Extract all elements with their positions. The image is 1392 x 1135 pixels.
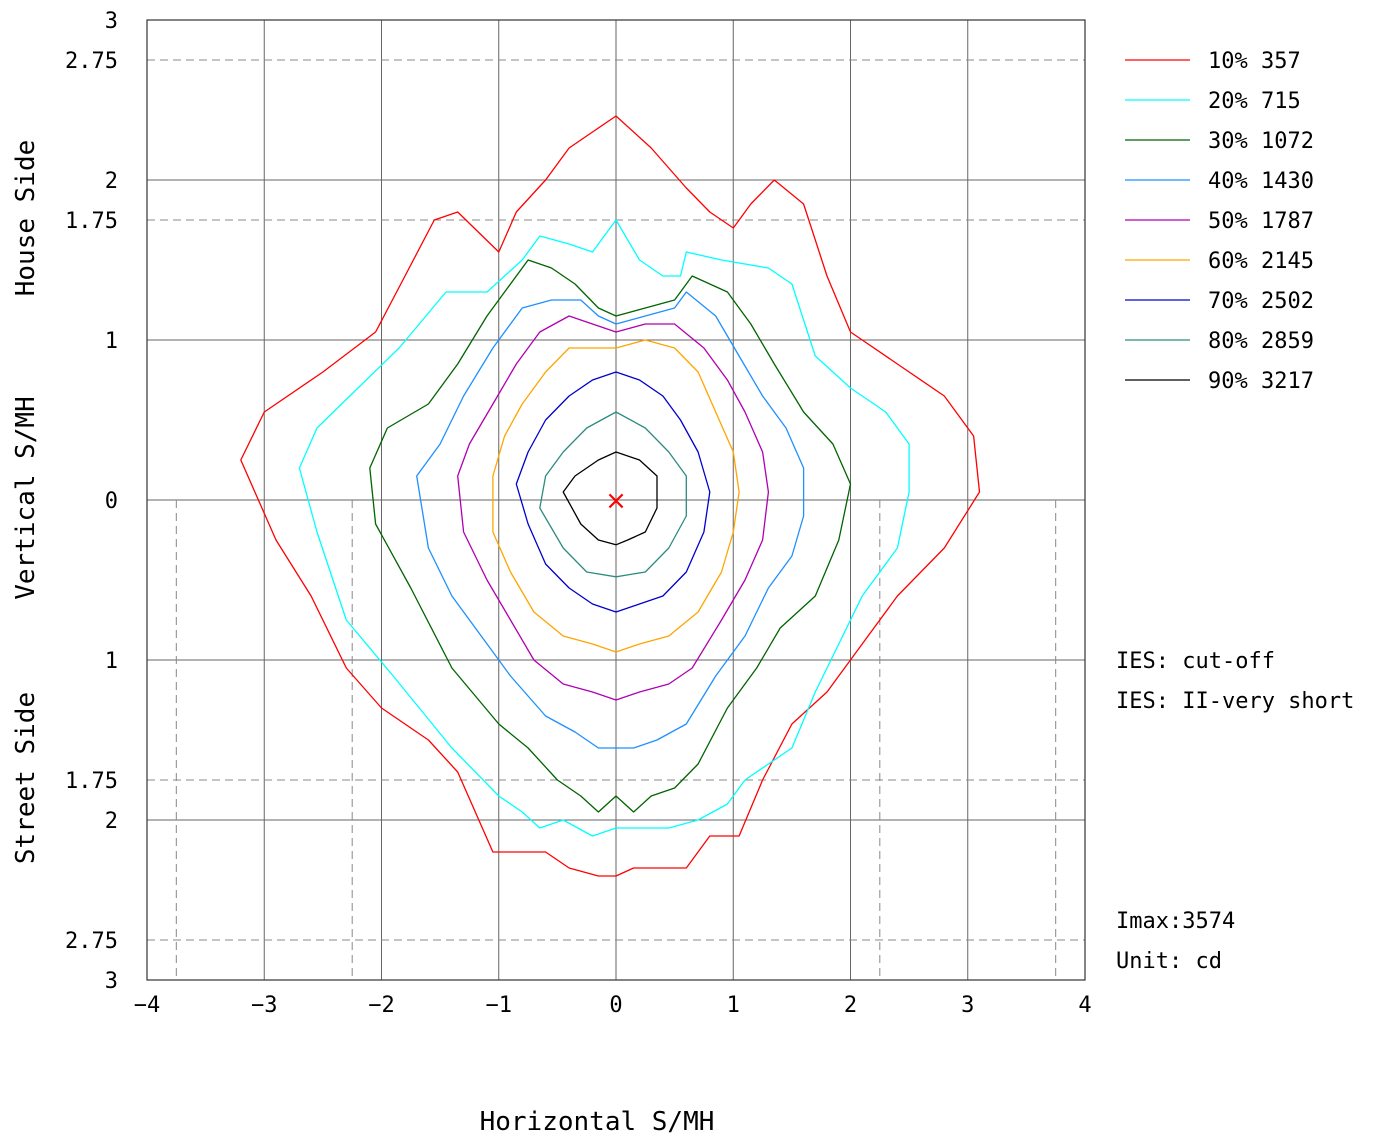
- contour-line: [562, 451, 658, 546]
- plot-frame: [146, 19, 1086, 981]
- axis-tick-labels: −4 −3 −2 −1 0 1 2 3 4 3 2.75 2 1.75 1 0 1 1.75 2 2.75 3: [65, 9, 1092, 1018]
- legend: 10% 357 20% 715 30% 1072 40% 1430 50% 1787 60…: [1125, 49, 1314, 394]
- contour-line: [369, 259, 852, 813]
- y-tick-label: 3: [105, 969, 118, 994]
- x-tick-label: −3: [251, 993, 278, 1018]
- y-axis-title-street-side: Street Side: [11, 692, 41, 864]
- legend-label: 80% 2859: [1208, 329, 1314, 354]
- x-tick-label: 3: [961, 993, 974, 1018]
- x-tick-label: −4: [134, 993, 161, 1018]
- y-axis-title-vertical: Vertical S/MH: [11, 396, 41, 600]
- y-tick-label: 1.75: [65, 769, 118, 794]
- contour-line: [298, 219, 910, 837]
- contour-line: [240, 115, 981, 877]
- y-tick-label: 2: [105, 809, 118, 834]
- y-tick-label: 0: [105, 489, 118, 514]
- contour-line: [416, 291, 805, 749]
- contour-line: [457, 315, 770, 701]
- contour-line: [492, 339, 740, 653]
- legend-label: 60% 2145: [1208, 249, 1314, 274]
- imax-label: Imax:3574: [1116, 909, 1235, 934]
- legend-label: 20% 715: [1208, 89, 1301, 114]
- legend-label: 40% 1430: [1208, 169, 1314, 194]
- ies-type-label: IES: II-very short: [1116, 689, 1354, 714]
- y-tick-label: 1: [105, 329, 118, 354]
- x-tick-label: 0: [609, 993, 622, 1018]
- y-tick-label: 2.75: [65, 49, 118, 74]
- contour-series-layer: ×: [240, 115, 981, 877]
- y-tick-label: 3: [105, 9, 118, 34]
- y-tick-label: 2.75: [65, 929, 118, 954]
- legend-label: 50% 1787: [1208, 209, 1314, 234]
- legend-label: 10% 357: [1208, 49, 1301, 74]
- ies-cutoff-label: IES: cut-off: [1116, 649, 1275, 674]
- y-tick-label: 1: [105, 649, 118, 674]
- legend-label: 70% 2502: [1208, 289, 1314, 314]
- legend-label: 90% 3217: [1208, 369, 1314, 394]
- legend-label: 30% 1072: [1208, 129, 1314, 154]
- unit-label: Unit: cd: [1116, 949, 1222, 974]
- grid-layer: [147, 20, 1085, 980]
- y-tick-label: 1.75: [65, 209, 118, 234]
- x-axis-title: Horizontal S/MH: [480, 1107, 715, 1135]
- y-axis-title-house-side: House Side: [11, 140, 41, 297]
- contour-line: [515, 371, 711, 613]
- y-tick-label: 2: [105, 169, 118, 194]
- contour-line: [539, 411, 687, 578]
- max-intensity-marker: ×: [605, 486, 627, 516]
- x-tick-label: −2: [368, 993, 395, 1018]
- x-tick-label: 4: [1078, 993, 1091, 1018]
- x-tick-label: −1: [486, 993, 513, 1018]
- x-tick-label: 1: [727, 993, 740, 1018]
- x-tick-label: 2: [844, 993, 857, 1018]
